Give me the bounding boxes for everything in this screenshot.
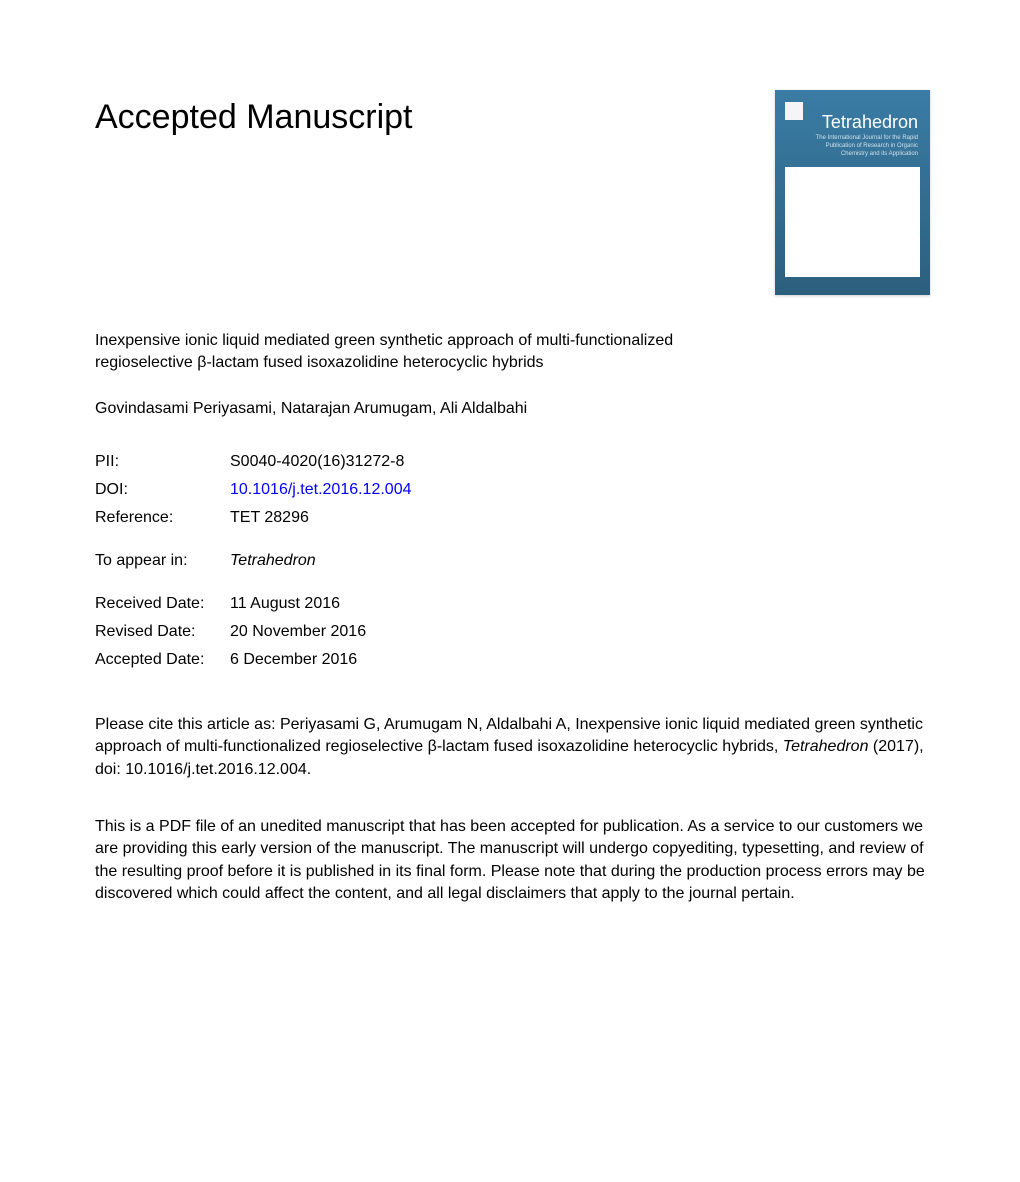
journal-cover-image-area [785, 167, 920, 277]
accepted-manuscript-heading: Accepted Manuscript [95, 98, 413, 137]
appear-in-label: To appear in: [95, 552, 230, 570]
journal-cover-thumbnail: Tetrahedron The International Journal fo… [775, 90, 930, 295]
citation-text: Please cite this article as: Periyasami … [95, 714, 930, 781]
page-container: Accepted Manuscript Tetrahedron The Inte… [0, 0, 1020, 996]
doi-link[interactable]: 10.1016/j.tet.2016.12.004 [230, 481, 412, 499]
appear-in-row: To appear in: Tetrahedron [95, 552, 930, 570]
reference-value: TET 28296 [230, 509, 309, 527]
journal-cover-title: Tetrahedron [822, 112, 918, 133]
disclaimer-text: This is a PDF file of an unedited manusc… [95, 816, 930, 906]
appear-in-value: Tetrahedron [230, 552, 316, 570]
received-date-row: Received Date: 11 August 2016 [95, 595, 930, 613]
accepted-date-value: 6 December 2016 [230, 651, 357, 669]
reference-row: Reference: TET 28296 [95, 509, 930, 527]
pii-value: S0040-4020(16)31272-8 [230, 453, 404, 471]
reference-label: Reference: [95, 509, 230, 527]
pii-label: PII: [95, 453, 230, 471]
received-date-label: Received Date: [95, 595, 230, 613]
revised-date-row: Revised Date: 20 November 2016 [95, 623, 930, 641]
received-date-value: 11 August 2016 [230, 595, 340, 613]
accepted-date-label: Accepted Date: [95, 651, 230, 669]
publisher-logo-icon [785, 102, 803, 120]
article-title: Inexpensive ionic liquid mediated green … [95, 330, 715, 375]
accepted-date-row: Accepted Date: 6 December 2016 [95, 651, 930, 669]
revised-date-label: Revised Date: [95, 623, 230, 641]
revised-date-value: 20 November 2016 [230, 623, 366, 641]
doi-row: DOI: 10.1016/j.tet.2016.12.004 [95, 481, 930, 499]
pii-row: PII: S0040-4020(16)31272-8 [95, 453, 930, 471]
dates-section: Received Date: 11 August 2016 Revised Da… [95, 595, 930, 669]
metadata-table: PII: S0040-4020(16)31272-8 DOI: 10.1016/… [95, 453, 930, 527]
authors-list: Govindasami Periyasami, Natarajan Arumug… [95, 400, 930, 418]
header-section: Accepted Manuscript Tetrahedron The Inte… [95, 90, 930, 295]
doi-label: DOI: [95, 481, 230, 499]
citation-journal: Tetrahedron [783, 738, 869, 755]
journal-cover-subtitle: The International Journal for the Rapid … [805, 135, 918, 158]
